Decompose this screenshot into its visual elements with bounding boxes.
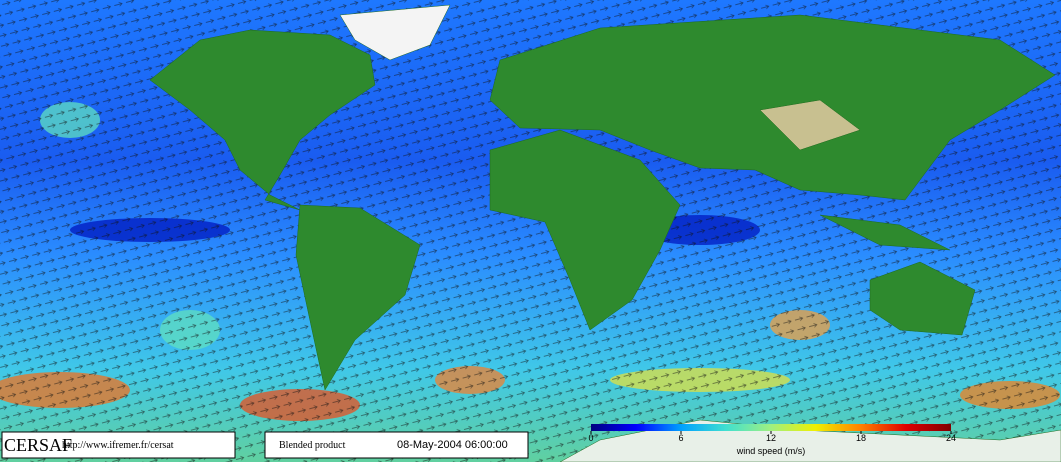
colorbar-tick-label: 12 xyxy=(766,433,776,443)
colorbar-tick-label: 6 xyxy=(678,433,683,443)
logo-box xyxy=(1,431,236,459)
timestamp: 08-May-2004 06:00:00 xyxy=(397,439,508,451)
colorbar-tick-label: 0 xyxy=(588,433,593,443)
info-box xyxy=(264,431,529,459)
product: Blended product xyxy=(279,440,346,451)
logo: CERSAF xyxy=(4,435,72,455)
land xyxy=(149,4,1061,462)
colorbar-tick-label: 24 xyxy=(946,433,956,443)
colorbar-tick-label: 18 xyxy=(856,433,866,443)
url: http://www.ifremer.fr/cersat xyxy=(62,440,174,451)
colorbar-label: wind speed (m/s) xyxy=(736,446,806,456)
colorbar xyxy=(591,424,951,431)
